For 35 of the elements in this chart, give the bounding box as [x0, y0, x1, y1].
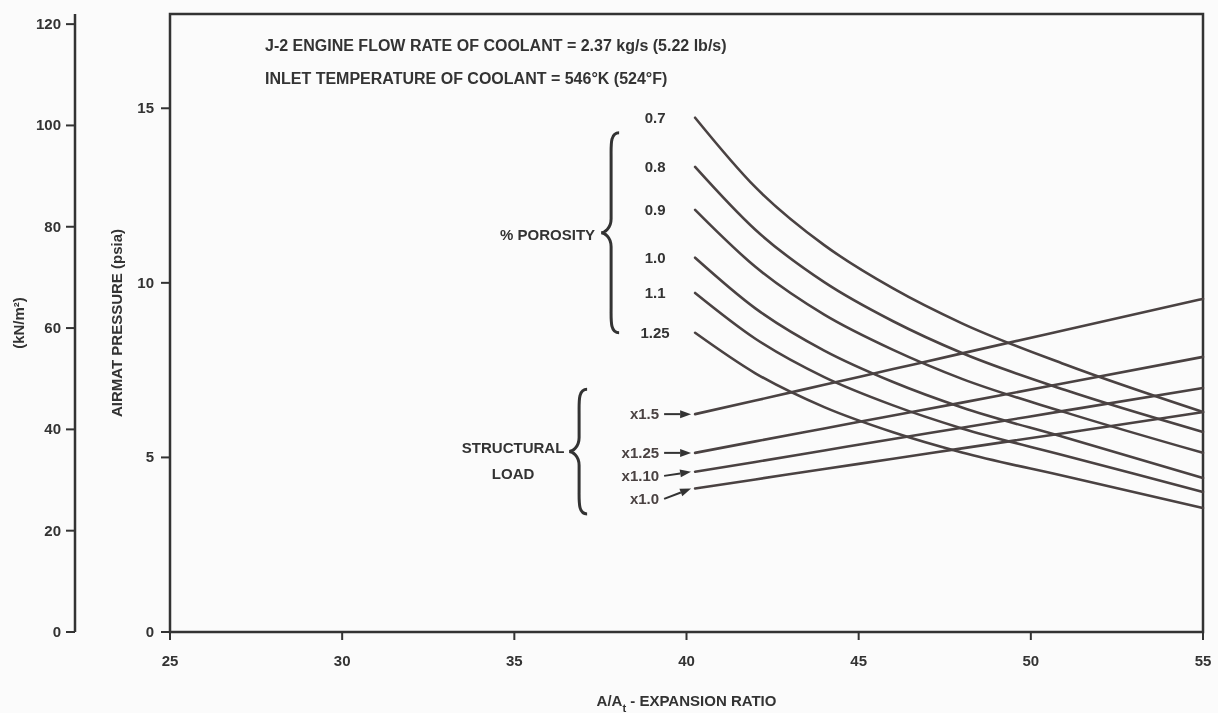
series-label: 0.8 [644, 157, 666, 175]
x-tick-label: 50 [1022, 652, 1040, 669]
y2-tick-label: 40 [44, 420, 61, 438]
y-tick-label: 5 [145, 448, 154, 466]
y-tick-label: 15 [137, 99, 154, 117]
y-axis-title: AIRMAT PRESSURE (psia) [108, 228, 125, 418]
series-label: 1.1 [644, 283, 666, 301]
series-label: 1.25 [640, 323, 670, 341]
x-tick-label: 40 [678, 652, 695, 669]
text: INLET TEMPERATURE OF COOLANT = 546°K (524°F) [265, 70, 668, 87]
y2-tick-label: 20 [44, 521, 61, 539]
y2-tick-label: 0 [52, 623, 61, 640]
y-tick-label: 10 [137, 273, 154, 291]
annotation: % POROSITY [500, 226, 596, 244]
x-tick-label: 25 [161, 652, 179, 669]
text: x1.5 [629, 405, 660, 423]
series-label: 0.9 [644, 200, 666, 218]
y-tick-label: 0 [145, 623, 154, 640]
y2-axis-title: (kN/m²) [10, 297, 27, 349]
x-axis-title: A/A$_{t}$ - EXPANSION RATIO [596, 692, 777, 713]
x-tick-label: 45 [850, 652, 868, 669]
y2-tick-label: 120 [35, 15, 61, 33]
series-label: 1.0 [644, 248, 666, 266]
x-tick-label: 30 [333, 652, 351, 669]
y2-tick-label: 80 [44, 217, 61, 235]
text: x1.0 [629, 489, 660, 507]
y2-tick-label: 100 [35, 116, 61, 134]
x-tick-label: 35 [505, 652, 523, 669]
text: x1.10 [621, 466, 660, 484]
x-tick-label: 55 [1194, 652, 1212, 669]
series-label: 0.7 [644, 108, 666, 126]
text: J-2 ENGINE FLOW RATE OF COOLANT = 2.37 kg/s (5.22 lb/s) [265, 37, 727, 54]
text: x1.25 [621, 443, 660, 461]
annotation: STRUCTURAL LOAD [461, 438, 565, 482]
y2-tick-label: 60 [44, 319, 61, 337]
